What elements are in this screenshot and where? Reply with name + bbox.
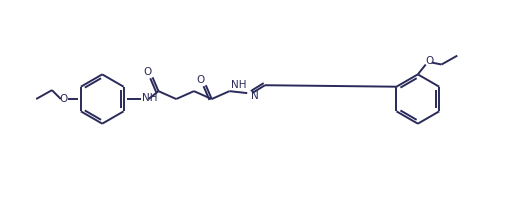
Text: NH: NH <box>231 80 247 90</box>
Text: O: O <box>426 56 434 66</box>
Text: O: O <box>59 94 68 104</box>
Text: NH: NH <box>141 93 157 103</box>
Text: O: O <box>197 75 205 85</box>
Text: O: O <box>144 67 151 77</box>
Text: N: N <box>251 91 259 101</box>
